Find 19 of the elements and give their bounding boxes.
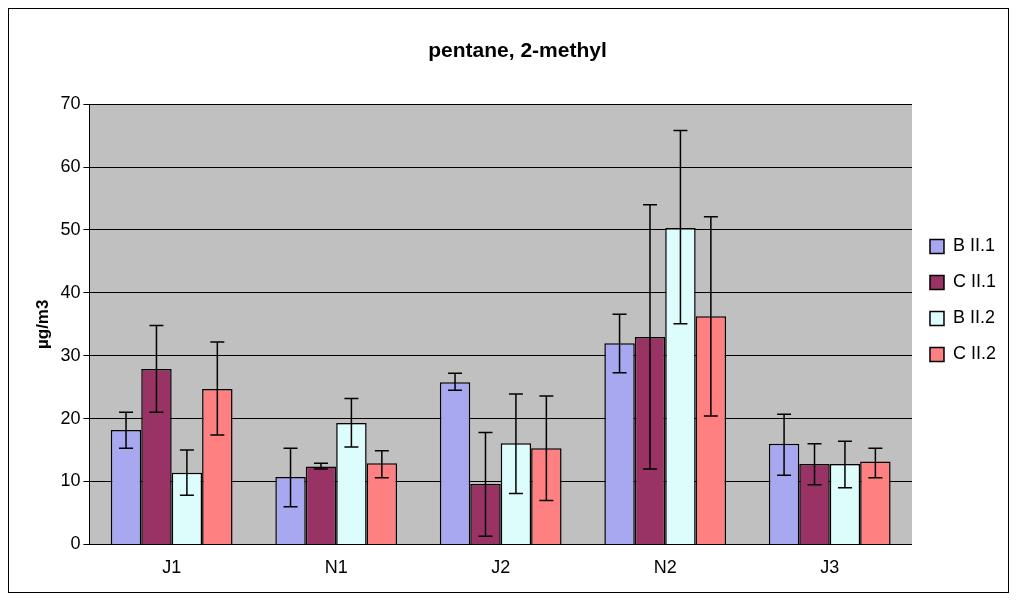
y-tick-label: 0 xyxy=(70,533,81,554)
x-tick-label: J2 xyxy=(491,557,511,578)
y-tick-label: 70 xyxy=(60,93,81,114)
x-tick-label: J3 xyxy=(820,557,840,578)
x-tick-label: N2 xyxy=(653,557,677,578)
y-tick-label: 40 xyxy=(60,281,81,302)
y-axis-title: µg/m3 xyxy=(32,299,52,350)
legend-label: B II.1 xyxy=(952,235,996,256)
y-tick-label: 60 xyxy=(60,156,81,177)
chart-title: pentane, 2-methyl xyxy=(428,38,607,62)
legend-label: C II.2 xyxy=(952,343,996,364)
x-tick-label: N1 xyxy=(324,557,348,578)
y-tick-label: 10 xyxy=(60,470,81,491)
x-tick-label: J1 xyxy=(162,557,182,578)
legend-label: C II.1 xyxy=(952,271,996,292)
y-tick-label: 30 xyxy=(60,344,81,365)
y-tick-label: 50 xyxy=(60,218,81,239)
y-tick-label: 20 xyxy=(60,407,81,428)
legend-label: B II.2 xyxy=(952,307,996,328)
